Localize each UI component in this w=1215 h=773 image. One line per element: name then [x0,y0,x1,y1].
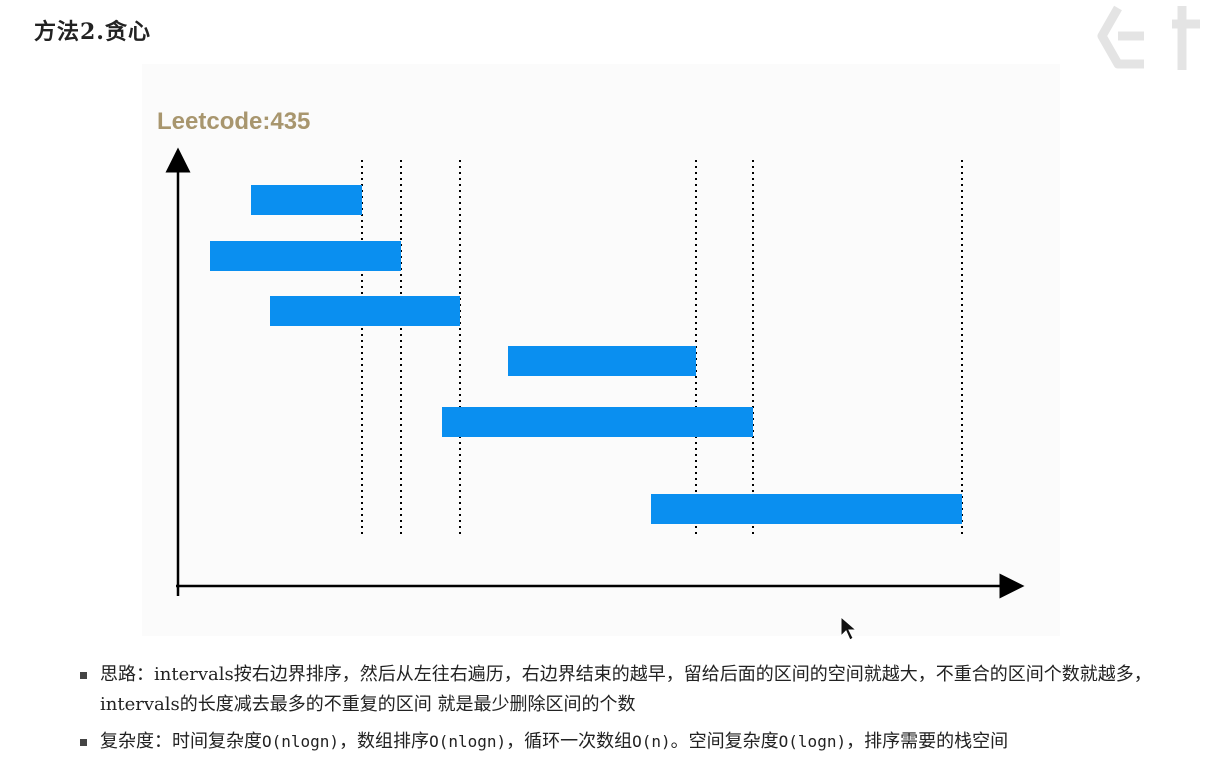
complexity-text: ，排序需要的栈空间 [846,731,1009,752]
interval-bar [270,296,460,326]
interval-bar [651,494,962,524]
complexity-value: O(nlogn) [429,732,507,751]
notes-list: 思路：intervals按右边界排序，然后从左往右遍历，右边界结束的越早，留给后… [80,660,1190,757]
complexity-text: 。空间复杂度 [670,731,779,752]
complexity-text: ，数组排序 [339,731,430,752]
interval-bar [210,241,401,271]
complexity-label: 复杂度：时间复杂度 [100,731,262,752]
interval-bar [508,346,696,376]
brand-logo-icon [1097,5,1200,70]
figure-title: Leetcode:435 [157,108,311,135]
list-item-approach: 思路：intervals按右边界排序，然后从左往右遍历，右边界结束的越早，留给后… [80,660,1190,720]
bullet-icon [80,672,87,679]
approach-text: 思路：intervals按右边界排序，然后从左往右遍历，右边界结束的越早，留给后… [100,664,1152,715]
complexity-value: O(n) [632,732,671,751]
bullet-icon [80,739,87,746]
complexity-value: O(logn) [778,732,847,751]
complexity-text: ，循环一次数组 [506,731,633,752]
mouse-cursor-icon [840,616,858,641]
interval-bar [251,185,362,215]
interval-bar [442,407,753,437]
complexity-value: O(nlogn) [262,732,340,751]
list-item-complexity: 复杂度：时间复杂度O(nlogn)，数组排序O(nlogn)，循环一次数组O(n… [80,727,1190,757]
section-heading: 方法2.贪心 [34,19,151,45]
